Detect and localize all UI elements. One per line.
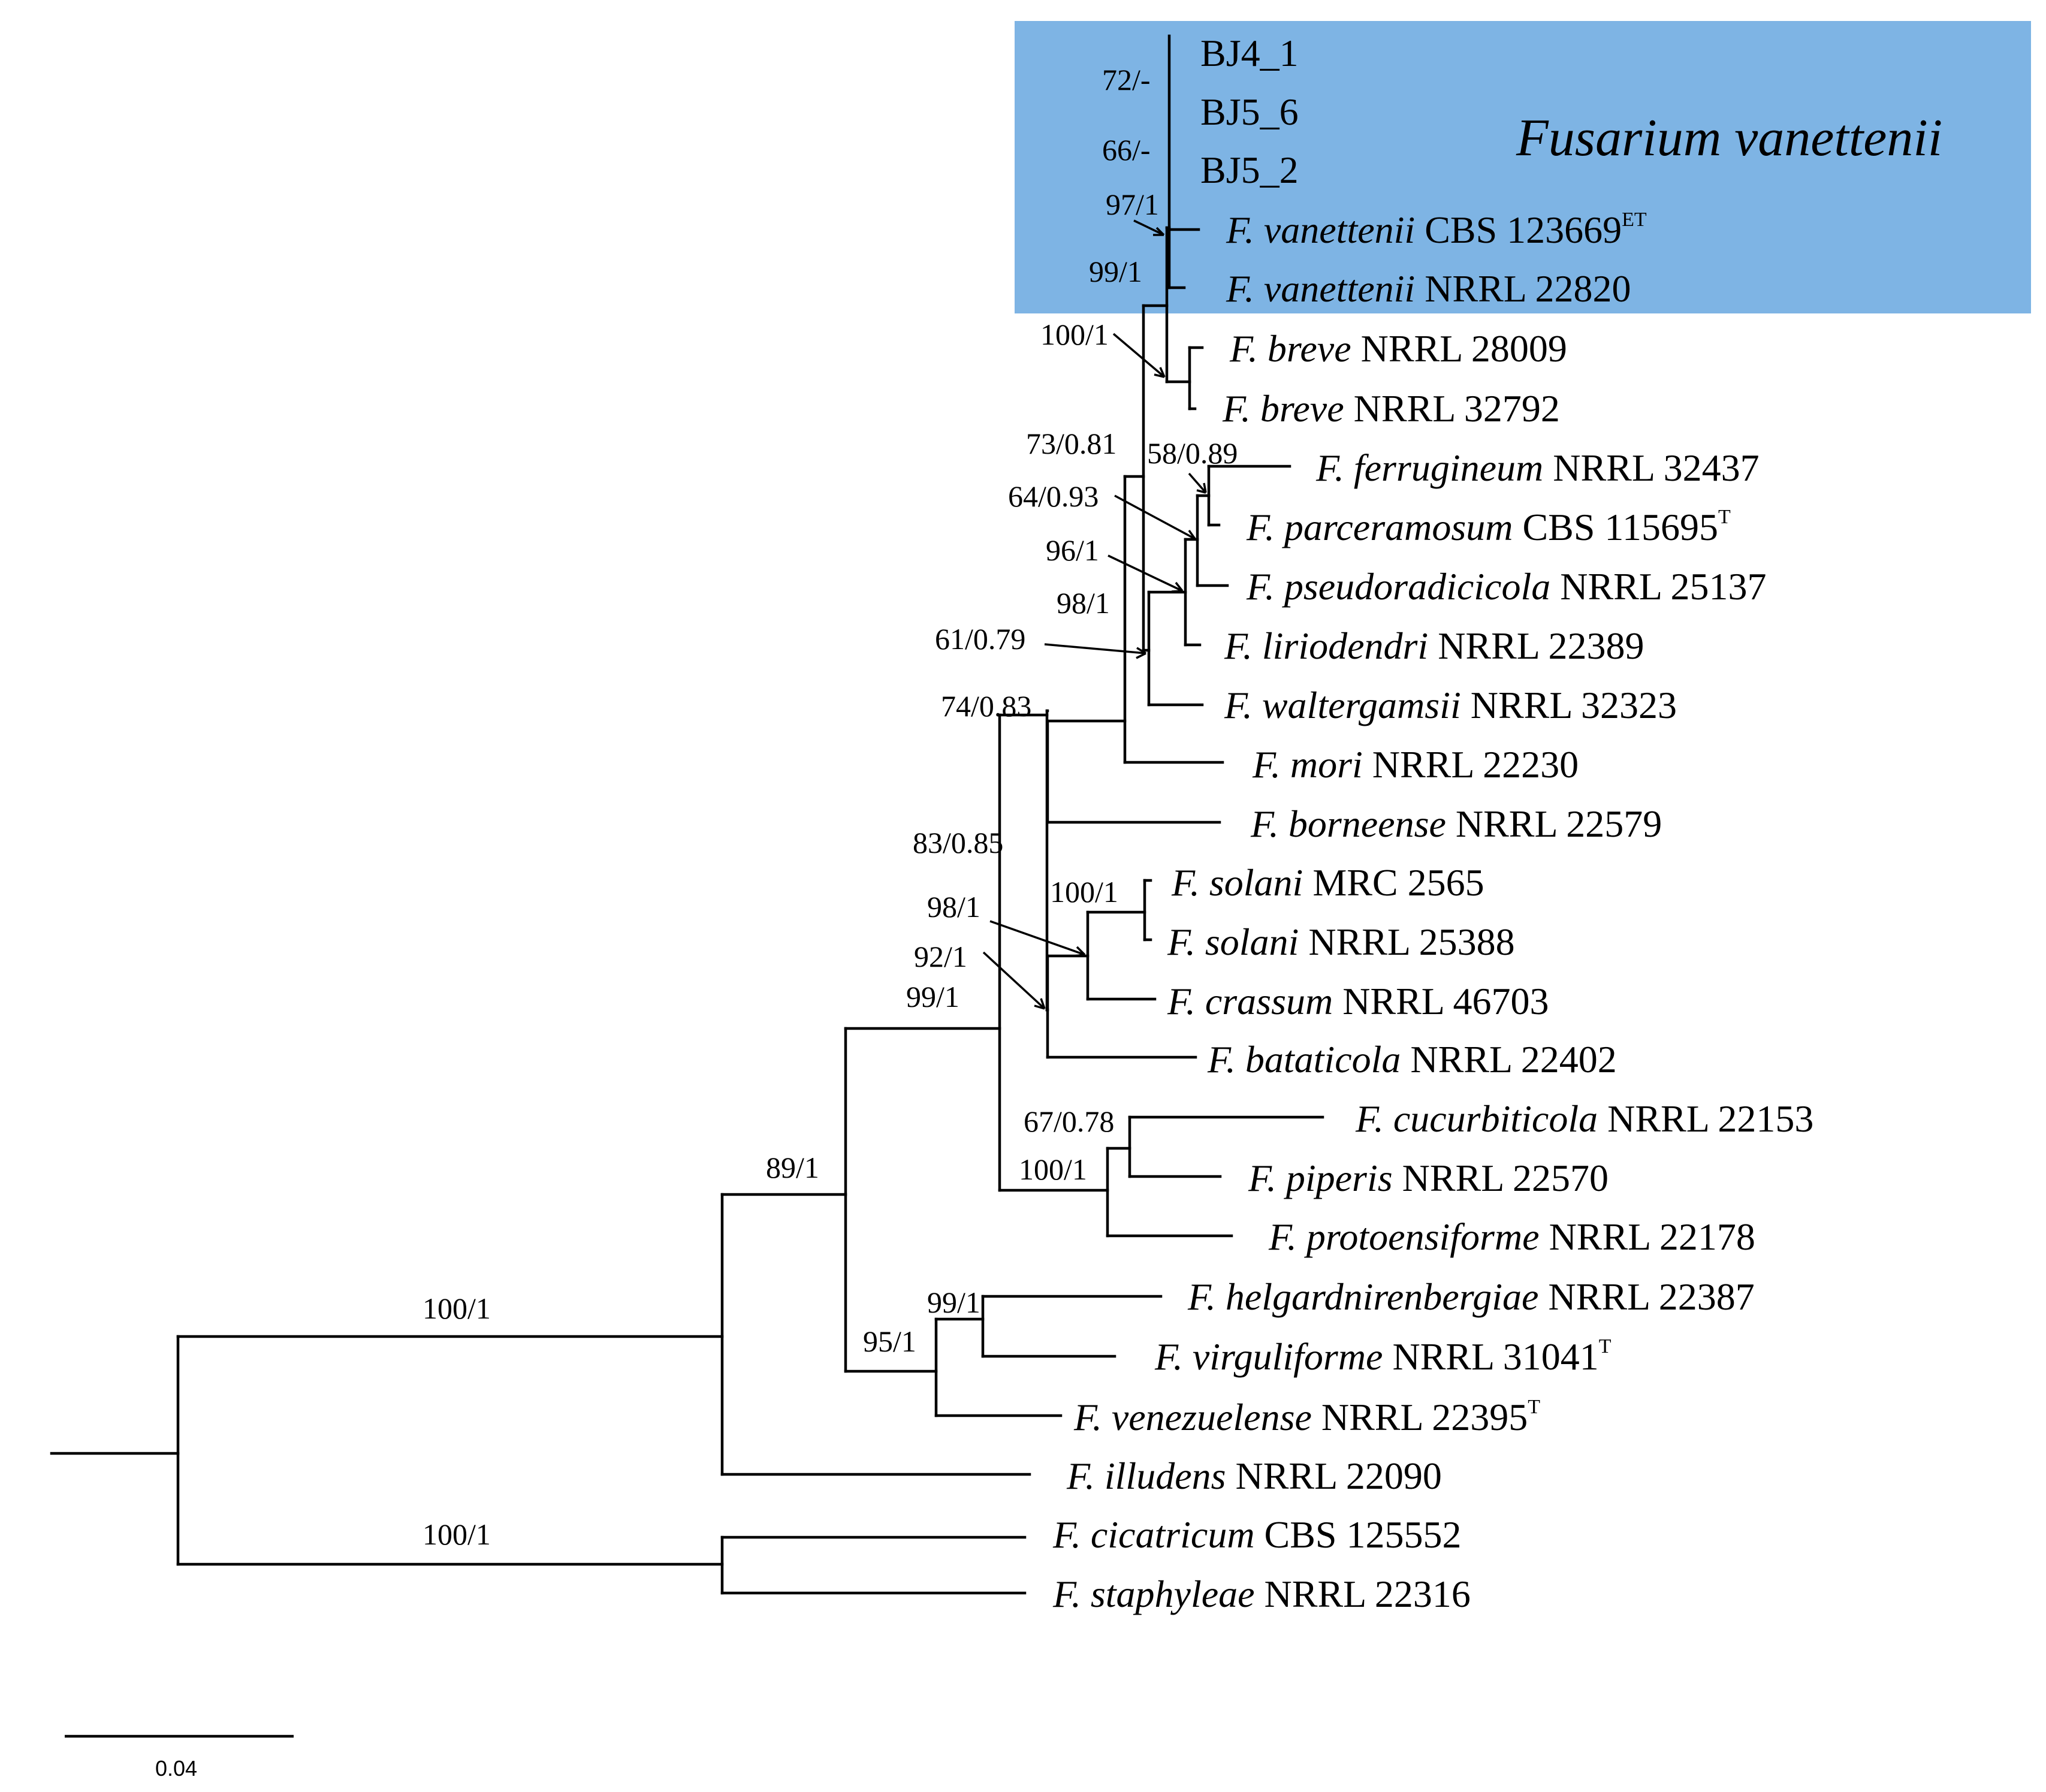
tip-borneense: F. borneense NRRL 22579 — [1250, 803, 1662, 845]
tip-protoensiforme: F. protoensiforme NRRL 22178 — [1268, 1215, 1755, 1258]
arrow-97-head — [1153, 227, 1165, 236]
tip-vanettenii-cbs: F. vanettenii CBS 123669ET — [1226, 209, 1647, 251]
arrow-64 — [1114, 494, 1196, 540]
tip-breve-32792: F. breve NRRL 32792 — [1222, 387, 1560, 430]
arrow-98b-head — [1073, 946, 1086, 957]
tip-pseudoradicicola: F. pseudoradicicola NRRL 25137 — [1246, 565, 1767, 608]
arrow-61-head — [1136, 647, 1146, 659]
arrow-61 — [1044, 643, 1146, 654]
arrow-100a — [1112, 333, 1166, 378]
tip-venezuelense: F. venezuelense NRRL 22395T — [1073, 1396, 1540, 1438]
scale-bar: 0.04 — [65, 1734, 294, 1781]
support-label: 100/1 — [1050, 875, 1118, 909]
tip-helgardnirenbergiae: F. helgardnirenbergiae NRRL 22387 — [1187, 1275, 1755, 1318]
tip-solani-nrrl: F. solani NRRL 25388 — [1167, 921, 1515, 963]
support-label: 66/- — [1102, 133, 1151, 167]
tip-ferrugineum: F. ferrugineum NRRL 32437 — [1315, 447, 1760, 489]
support-label: 99/1 — [927, 1286, 980, 1319]
scale-bar-label: 0.04 — [155, 1756, 197, 1781]
clade-label-fusarium-vanettenii: Fusarium vanettenii — [1516, 109, 1942, 167]
tip-bj5-2: BJ5_2 — [1200, 149, 1299, 191]
support-label: 100/1 — [1040, 318, 1109, 351]
tip-cucurbiticola: F. cucurbiticola NRRL 22153 — [1355, 1097, 1813, 1140]
tip-staphyleae: F. staphyleae NRRL 22316 — [1052, 1573, 1471, 1615]
tip-bj5-6: BJ5_6 — [1200, 90, 1299, 133]
tip-virguliforme: F. virguliforme NRRL 31041T — [1154, 1335, 1612, 1378]
tip-bj4-1: BJ4_1 — [1200, 32, 1299, 74]
tip-liriodendri: F. liriodendri NRRL 22389 — [1224, 625, 1644, 667]
support-label: 100/1 — [423, 1518, 491, 1551]
tip-piperis: F. piperis NRRL 22570 — [1248, 1157, 1609, 1199]
tip-cicatricum: F. cicatricum CBS 125552 — [1052, 1513, 1462, 1556]
arrow-64-head — [1184, 529, 1196, 541]
support-label: 73/0.81 — [1026, 427, 1116, 460]
tip-labels: BJ4_1 BJ5_6 BJ5_2 F. vanettenii CBS 1236… — [1052, 32, 1813, 1615]
arrow-58-head — [1196, 482, 1207, 494]
tip-bataticola: F. bataticola NRRL 22402 — [1207, 1038, 1617, 1081]
arrow-92-head — [1034, 998, 1046, 1010]
tip-illudens: F. illudens NRRL 22090 — [1066, 1455, 1442, 1497]
arrow-100a-head — [1154, 367, 1166, 378]
support-label: 58/0.89 — [1147, 436, 1238, 470]
support-label: 98/1 — [927, 890, 980, 924]
tip-mori: F. mori NRRL 22230 — [1252, 743, 1579, 786]
tip-waltergamsii: F. waltergamsii NRRL 32323 — [1224, 684, 1677, 726]
arrow-96-head — [1171, 581, 1184, 593]
tip-solani-mrc: F. solani MRC 2565 — [1171, 861, 1484, 904]
arrow-97 — [1133, 219, 1164, 236]
support-values: 72/- 66/- 97/1 99/1 100/1 73/0.81 58/0.8… — [423, 63, 1238, 1551]
tree-branches — [50, 34, 1324, 1595]
tip-vanettenii-nrrl: F. vanettenii NRRL 22820 — [1226, 267, 1631, 310]
arrow-58 — [1188, 472, 1207, 494]
support-label: 72/- — [1102, 63, 1151, 96]
support-label: 67/0.78 — [1024, 1105, 1114, 1138]
support-label: 100/1 — [1019, 1153, 1087, 1186]
support-label: 74/0.83 — [941, 689, 1031, 723]
support-label: 98/1 — [1057, 586, 1110, 620]
clade-highlight-box — [1015, 21, 2031, 313]
support-label: 100/1 — [423, 1292, 491, 1325]
arrow-98b — [989, 920, 1085, 956]
support-label: 83/0.85 — [913, 826, 1003, 859]
support-label: 95/1 — [863, 1325, 916, 1358]
support-label: 97/1 — [1106, 188, 1159, 221]
support-label: 96/1 — [1046, 533, 1099, 567]
tip-breve-28009: F. breve NRRL 28009 — [1229, 327, 1567, 370]
support-label: 99/1 — [906, 980, 959, 1013]
support-label: 89/1 — [766, 1151, 819, 1184]
support-label: 99/1 — [1089, 255, 1142, 288]
tip-crassum: F. crassum NRRL 46703 — [1167, 980, 1549, 1022]
support-label: 61/0.79 — [935, 622, 1025, 656]
arrow-96 — [1108, 554, 1183, 592]
support-arrows — [982, 219, 1207, 1010]
support-label: 64/0.93 — [1008, 479, 1099, 513]
arrow-92 — [982, 951, 1046, 1010]
support-label: 92/1 — [914, 940, 967, 973]
tip-parceramosum: F. parceramosum CBS 115695T — [1246, 506, 1731, 548]
